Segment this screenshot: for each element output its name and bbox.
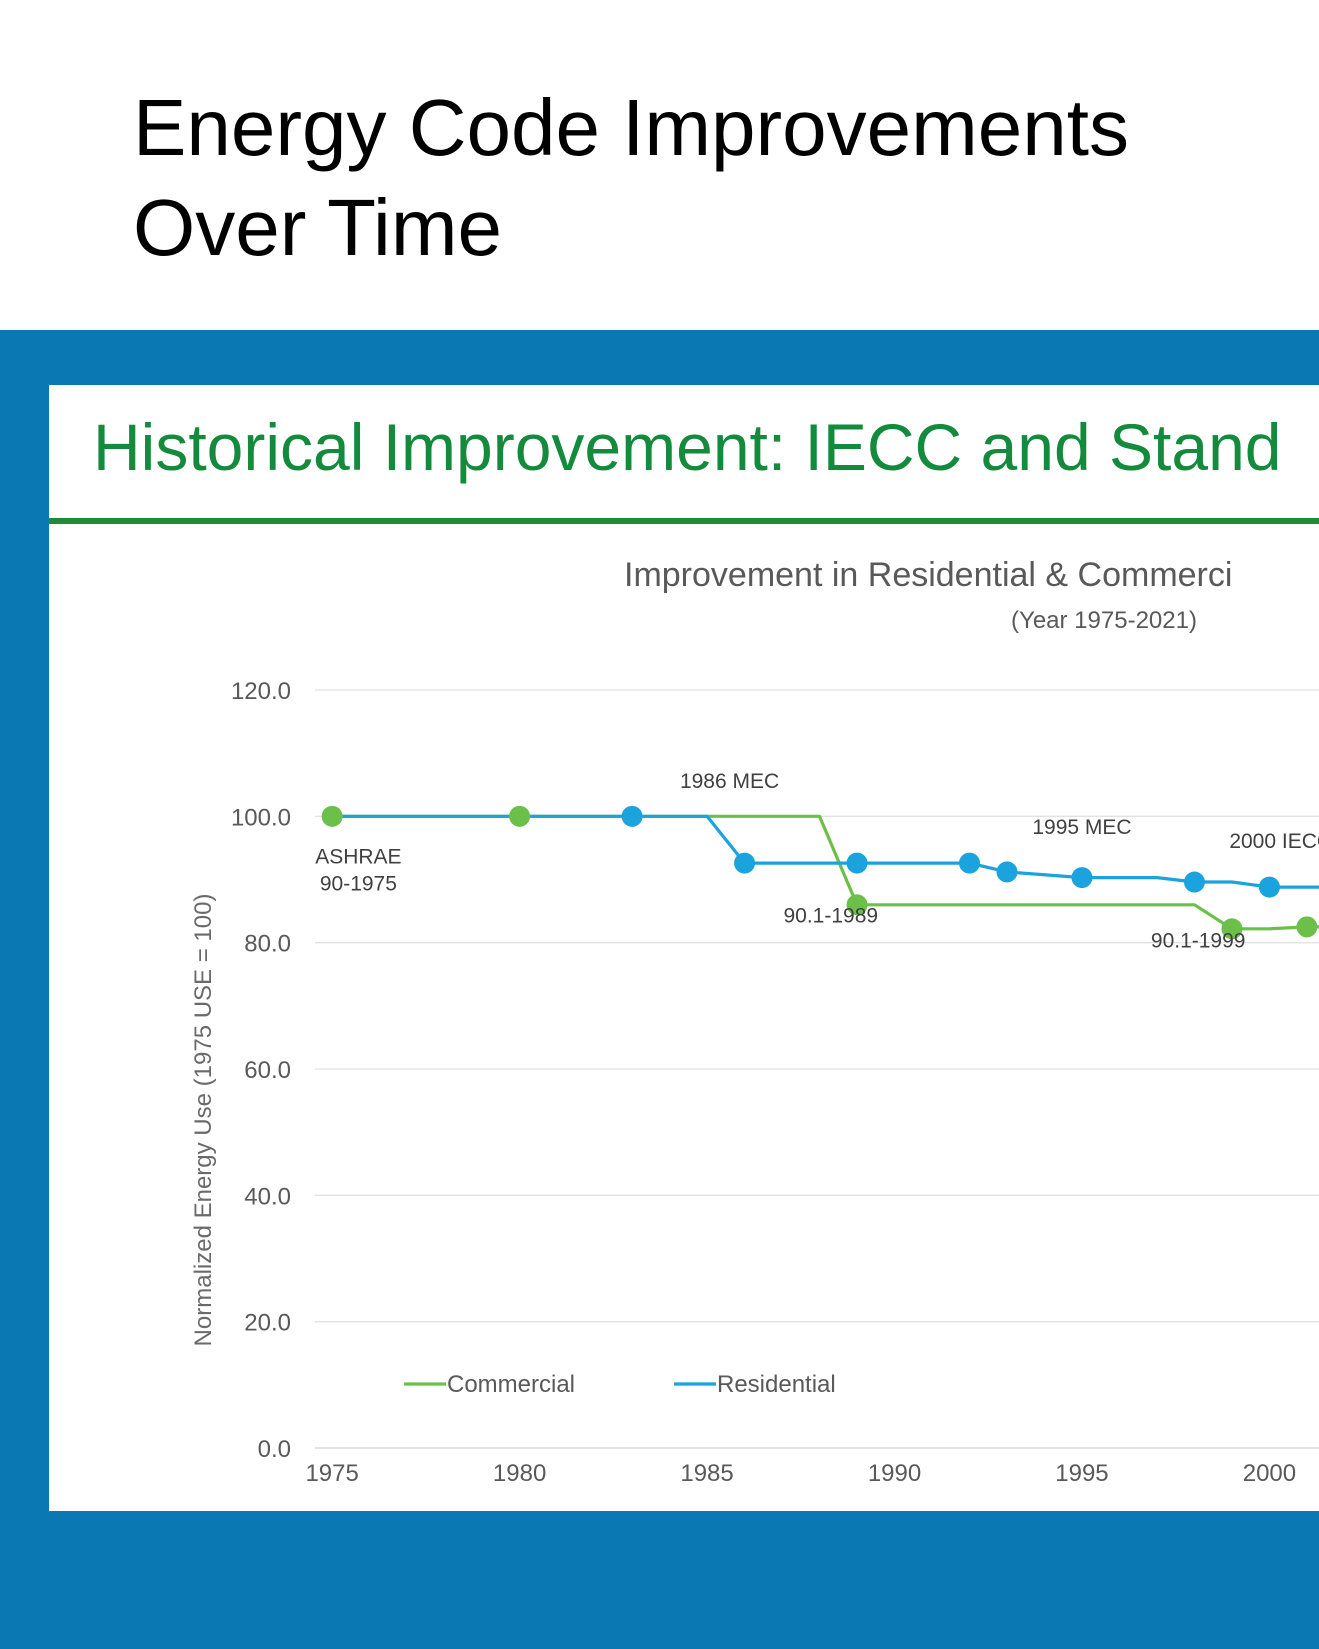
y-tick-label: 100.0	[231, 804, 291, 831]
legend: Commercial Residential	[404, 1371, 836, 1398]
annotation-label: 1986 MEC	[680, 770, 779, 793]
x-tick-label: 1990	[868, 1460, 921, 1487]
annotation-label: 90-1975	[320, 873, 397, 896]
x-tick-label: 2000	[1243, 1460, 1296, 1487]
annotation-label: 90.1-1989	[783, 904, 878, 927]
chart-subtitle: (Year 1975-2021)	[1011, 607, 1197, 634]
y-tick-label: 120.0	[231, 678, 291, 705]
commercial-data-point	[1221, 918, 1243, 940]
x-tick-label: 1995	[1055, 1460, 1108, 1487]
residential-data-point	[1258, 876, 1280, 898]
annotation-label: ASHRAE	[315, 846, 401, 869]
commercial-data-point	[846, 894, 868, 916]
panel-title: Historical Improvement: IECC and Stand	[93, 410, 1282, 484]
commercial-data-point	[321, 805, 343, 827]
slide-title: Energy Code Improvements Over Time	[133, 78, 1129, 278]
slide-title-line-2: Over Time	[133, 183, 502, 272]
panel-divider	[49, 518, 1319, 524]
y-tick-label: 40.0	[244, 1183, 291, 1210]
residential-data-point	[846, 852, 868, 874]
y-tick-label: 0.0	[258, 1436, 291, 1463]
y-axis-ticks: 0.0 20.0 40.0 60.0 80.0 100.0 120.0	[231, 678, 291, 1463]
residential-data-point	[1071, 867, 1093, 889]
energy-use-line-chart: Improvement in Residential & Commerci (Y…	[190, 556, 1319, 1487]
series-markers	[321, 805, 1318, 940]
annotation-label: 1995 MEC	[1032, 816, 1131, 839]
residential-data-point	[621, 805, 643, 827]
chart-panel: Historical Improvement: IECC and Stand I…	[49, 385, 1319, 1511]
commercial-data-point	[509, 805, 531, 827]
chart-title: Improvement in Residential & Commerci	[624, 556, 1232, 594]
commercial-legend-label: Commercial	[447, 1371, 575, 1398]
annotation-label: 90.1-1999	[1151, 930, 1246, 953]
residential-data-point	[959, 852, 981, 874]
annotations: ASHRAE 90-1975 1986 MEC 1995 MEC 2000 IECC 90…	[315, 770, 1319, 953]
x-axis-ticks: 1975 1980 1985 1990 1995 2000	[305, 1460, 1296, 1487]
y-tick-label: 60.0	[244, 1057, 291, 1084]
commercial-data-point	[1296, 916, 1318, 938]
gridlines	[315, 689, 1319, 1449]
y-axis-label: Normalized Energy Use (1975 USE = 100)	[190, 894, 217, 1347]
x-tick-label: 1985	[680, 1460, 733, 1487]
residential-legend-label: Residential	[717, 1371, 836, 1398]
y-tick-label: 80.0	[244, 931, 291, 958]
x-tick-label: 1980	[493, 1460, 546, 1487]
slide-title-line-1: Energy Code Improvements	[133, 83, 1130, 172]
residential-data-point	[734, 852, 756, 874]
x-tick-label: 1975	[305, 1460, 358, 1487]
annotation-label: 2000 IECC	[1229, 830, 1319, 853]
residential-data-point	[996, 861, 1018, 883]
residential-data-point	[1183, 871, 1205, 893]
y-tick-label: 20.0	[244, 1310, 291, 1337]
